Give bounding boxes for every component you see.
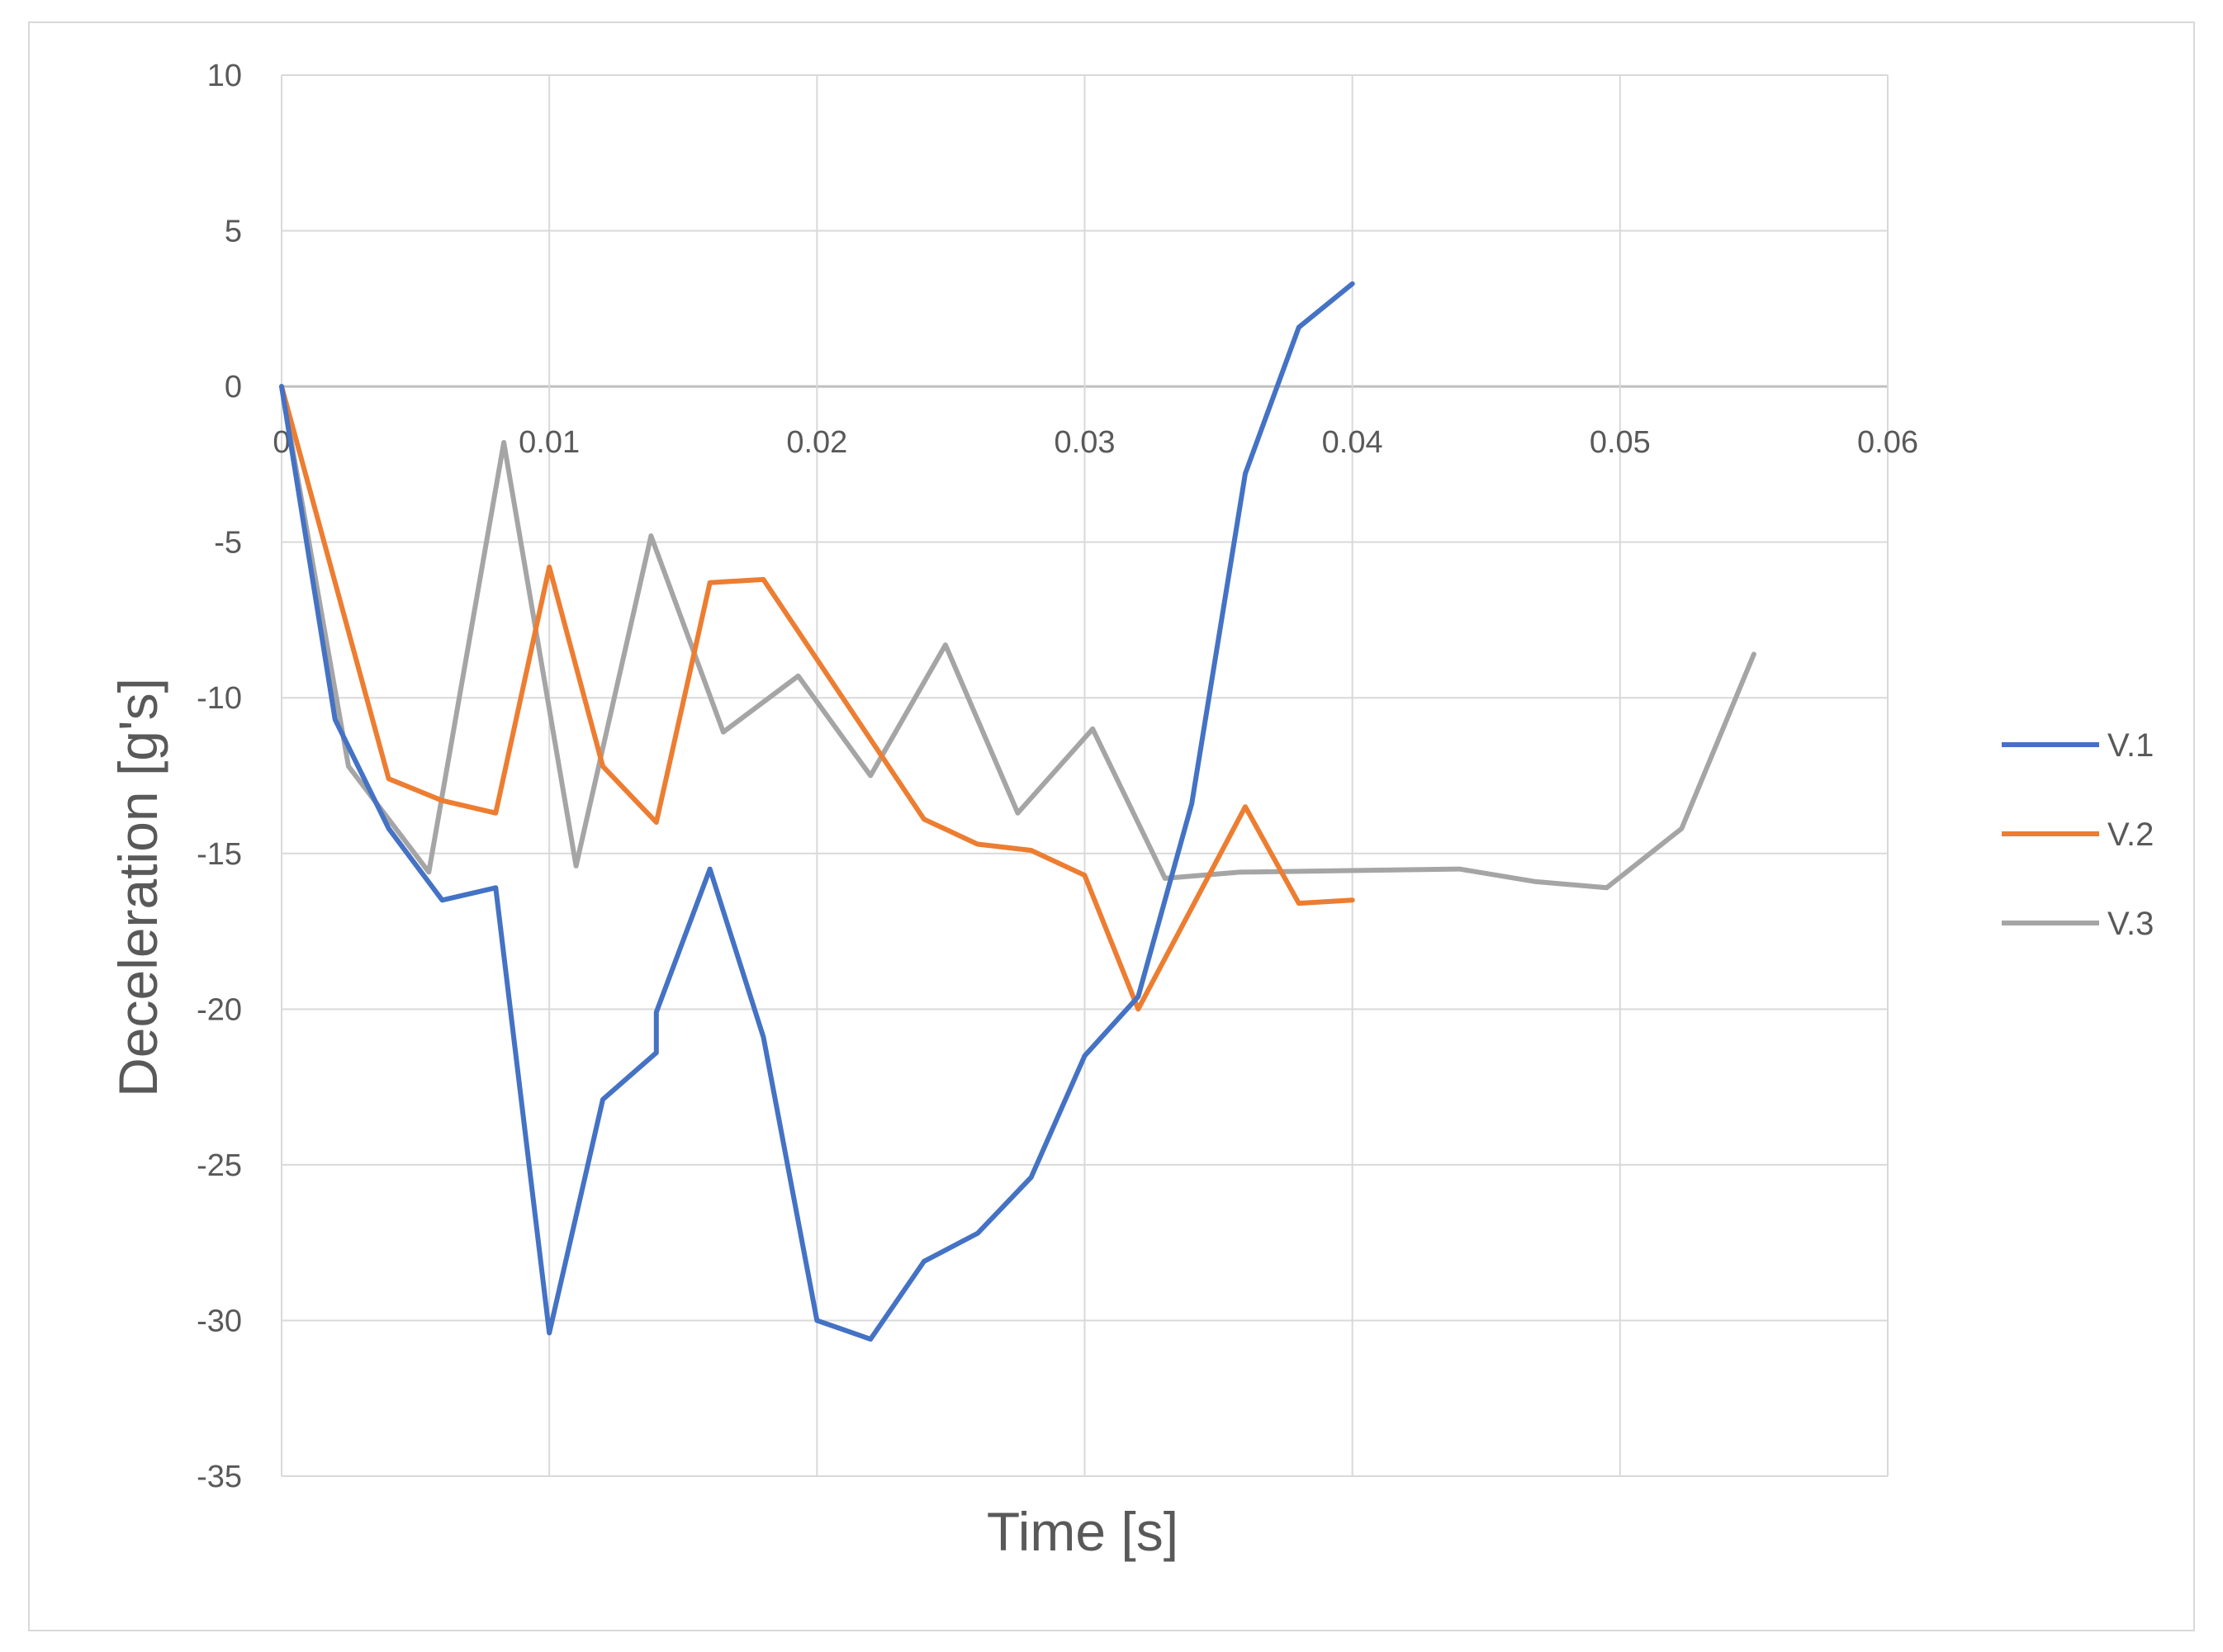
legend-label: V.3 xyxy=(2107,906,2154,942)
y-tick-label: -15 xyxy=(197,837,242,872)
legend: V.1 V.2 V.3 xyxy=(2002,727,2154,942)
y-tick-label: 5 xyxy=(225,215,242,249)
legend-label: V.1 xyxy=(2107,727,2154,764)
x-tick-label: 0.06 xyxy=(1857,425,1918,460)
series-line-v1 xyxy=(279,281,1355,1342)
y-tick-label: 10 xyxy=(207,59,242,93)
x-tick-label: 0.03 xyxy=(1055,425,1116,460)
data-series xyxy=(279,281,1756,1342)
y-tick-label: -30 xyxy=(197,1304,242,1338)
x-tick-label: 0 xyxy=(273,425,290,460)
y-tick-label: -25 xyxy=(197,1148,242,1183)
y-axis-tick-labels: 10 5 0 -5 -10 -15 -20 -25 -30 -35 xyxy=(197,59,242,1494)
x-axis-tick-labels: 0 0.01 0.02 0.03 0.04 0.05 0.06 xyxy=(273,425,1918,460)
y-tick-label: -10 xyxy=(197,681,242,716)
y-tick-label: -5 xyxy=(214,526,242,561)
x-tick-label: 0.04 xyxy=(1322,425,1383,460)
x-tick-label: 0.05 xyxy=(1590,425,1651,460)
x-tick-label: 0.01 xyxy=(519,425,580,460)
x-axis-title: Time [s] xyxy=(987,1501,1178,1562)
y-axis-title: Deceleration [g's] xyxy=(107,678,168,1097)
legend-label: V.2 xyxy=(2107,817,2154,853)
series-line-v3 xyxy=(279,384,1756,891)
x-tick-label: 0.02 xyxy=(786,425,847,460)
grid-lines xyxy=(281,74,1889,1477)
series-line-v2 xyxy=(279,384,1355,1012)
y-tick-label: -35 xyxy=(197,1460,242,1494)
y-tick-label: 0 xyxy=(225,370,242,405)
y-tick-label: -20 xyxy=(197,992,242,1027)
